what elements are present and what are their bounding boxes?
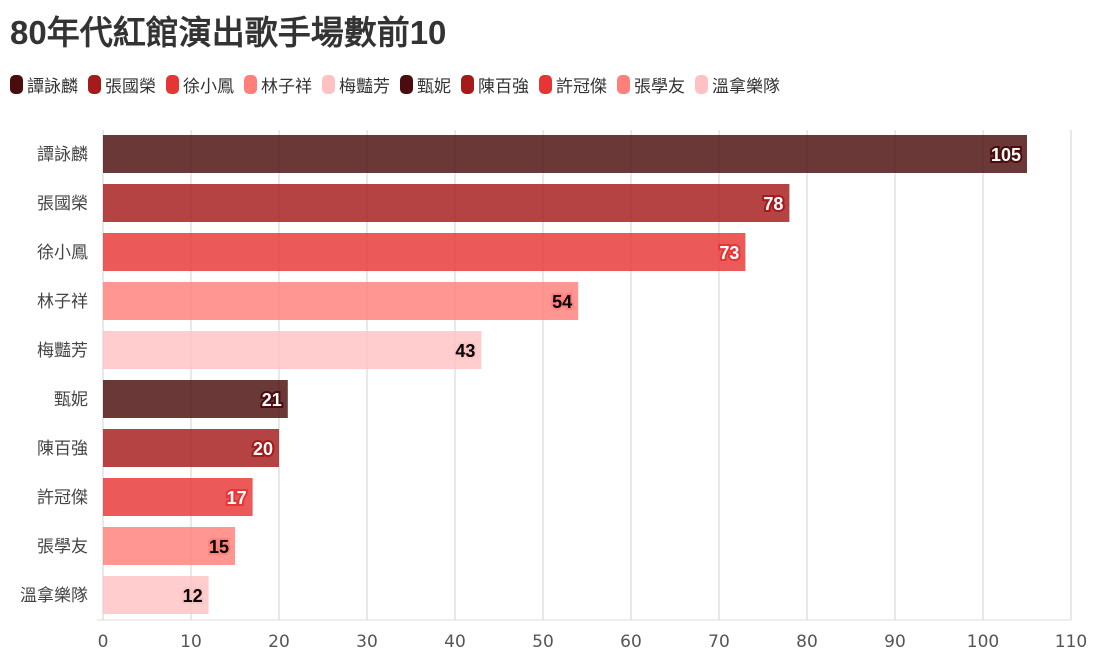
legend-swatch [400, 75, 413, 94]
legend-label: 林子祥 [261, 77, 312, 97]
bar[interactable] [103, 331, 482, 369]
legend-label: 譚詠麟 [27, 77, 78, 97]
x-tick-label: 90 [884, 632, 906, 652]
y-tick-label: 梅豔芳 [37, 341, 88, 361]
y-tick-label: 陳百強 [37, 439, 88, 459]
x-tick-label: 0 [98, 632, 109, 652]
y-tick-label: 溫拿樂隊 [20, 585, 88, 606]
bar[interactable] [103, 576, 209, 614]
bar[interactable] [103, 380, 288, 418]
data-label: 15 [209, 537, 229, 557]
legend-item[interactable]: 張學友 [617, 72, 685, 97]
legend-swatch [88, 75, 101, 94]
x-tick-label: 110 [1055, 632, 1087, 652]
legend-swatch [695, 75, 708, 94]
y-tick-label: 徐小鳳 [37, 243, 88, 263]
data-label: 78 [763, 194, 783, 214]
legend-label: 徐小鳳 [183, 77, 234, 97]
legend-item[interactable]: 許冠傑 [539, 72, 607, 97]
x-tick-label: 50 [532, 632, 554, 652]
data-label: 105 [991, 145, 1021, 165]
legend-item[interactable]: 溫拿樂隊 [695, 72, 780, 97]
bar[interactable] [103, 527, 235, 565]
x-tick-label: 40 [444, 632, 466, 652]
legend-swatch [166, 75, 179, 94]
legend-label: 梅豔芳 [339, 77, 390, 97]
bar[interactable] [103, 135, 1027, 173]
legend-label: 張學友 [634, 77, 685, 97]
bar[interactable] [103, 282, 579, 320]
x-tick-label: 30 [356, 632, 378, 652]
legend-swatch [617, 75, 630, 94]
y-tick-label: 林子祥 [37, 292, 88, 312]
legend-label: 溫拿樂隊 [712, 77, 780, 97]
x-tick-label: 20 [268, 632, 290, 652]
data-label: 43 [455, 341, 475, 361]
legend-item[interactable]: 譚詠麟 [10, 72, 78, 97]
legend-label: 許冠傑 [556, 77, 607, 97]
legend-label: 陳百強 [478, 77, 529, 97]
y-tick-label: 許冠傑 [37, 488, 88, 508]
legend-item[interactable]: 林子祥 [244, 72, 312, 97]
legend-swatch [10, 75, 23, 94]
legend-swatch [539, 75, 552, 94]
y-tick-label: 張國榮 [37, 194, 88, 214]
y-tick-label: 甄妮 [54, 390, 88, 410]
legend-item[interactable]: 徐小鳳 [166, 72, 234, 97]
data-label: 21 [262, 390, 282, 410]
bar[interactable] [103, 233, 746, 271]
legend-swatch [322, 75, 335, 94]
legend: 譚詠麟 張國榮 徐小鳳 林子祥 梅豔芳 甄妮 陳百強 許冠傑 張學友 溫拿樂隊 [10, 72, 780, 97]
data-label: 73 [719, 243, 739, 263]
y-tick-label: 譚詠麟 [37, 145, 88, 165]
legend-item[interactable]: 梅豔芳 [322, 72, 390, 97]
x-tick-label: 70 [708, 632, 730, 652]
data-label: 54 [552, 292, 572, 312]
x-tick-label: 60 [620, 632, 642, 652]
data-label: 12 [183, 586, 203, 606]
legend-item[interactable]: 張國榮 [88, 72, 156, 97]
legend-swatch [461, 75, 474, 94]
bar[interactable] [103, 429, 279, 467]
bar[interactable] [103, 478, 253, 516]
legend-label: 甄妮 [417, 77, 451, 97]
x-tick-label: 10 [180, 632, 202, 652]
legend-item[interactable]: 陳百強 [461, 72, 529, 97]
data-label: 20 [253, 439, 273, 459]
x-tick-label: 100 [967, 632, 999, 652]
y-tick-label: 張學友 [37, 537, 88, 557]
legend-label: 張國榮 [105, 77, 156, 97]
x-tick-label: 80 [796, 632, 818, 652]
legend-item[interactable]: 甄妮 [400, 72, 451, 97]
chart-title: 80年代紅館演出歌手場數前10 [10, 14, 447, 51]
bar[interactable] [103, 184, 790, 222]
data-label: 17 [227, 488, 247, 508]
legend-swatch [244, 75, 257, 94]
